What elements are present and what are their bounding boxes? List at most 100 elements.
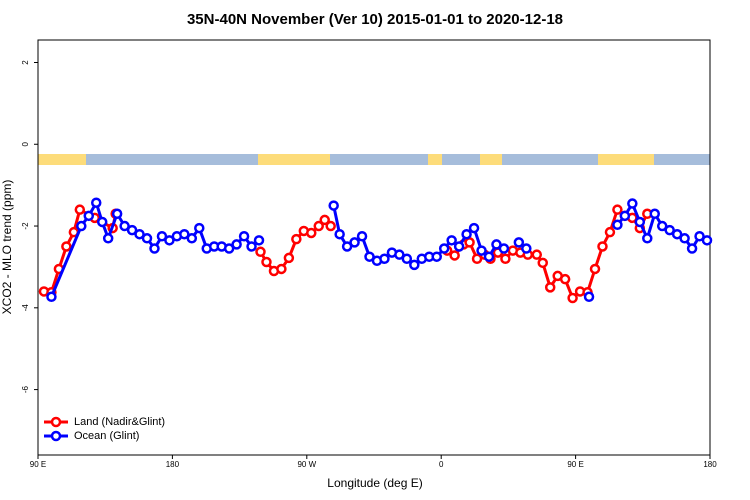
point <box>253 235 265 246</box>
point <box>156 231 168 242</box>
point <box>179 228 190 240</box>
point <box>186 233 198 244</box>
y-tick-label: -4 <box>21 304 30 312</box>
point <box>438 243 450 254</box>
y-tick-label: -6 <box>21 385 30 393</box>
point <box>149 243 160 254</box>
point <box>483 251 495 262</box>
legend-label: Ocean (Glint) <box>74 430 139 442</box>
point <box>409 259 420 271</box>
point <box>325 220 336 232</box>
point <box>349 237 360 248</box>
legend-marker <box>50 430 62 442</box>
point <box>334 228 345 240</box>
point <box>276 263 287 275</box>
x-tick-label: 90 E <box>567 460 583 469</box>
point <box>90 197 102 208</box>
point <box>401 253 413 264</box>
x-tick-label: 90 W <box>297 460 316 469</box>
point <box>102 233 114 244</box>
point <box>453 241 465 252</box>
point <box>471 253 483 264</box>
point <box>642 233 653 244</box>
land-band <box>598 154 654 165</box>
point <box>126 224 138 236</box>
y-tick-label: 0 <box>21 141 30 146</box>
point <box>500 253 511 264</box>
point <box>379 253 390 264</box>
point <box>111 208 123 220</box>
point <box>498 243 510 254</box>
chart-title: 35N-40N November (Ver 10) 2015-01-01 to … <box>187 11 563 28</box>
point <box>246 241 257 252</box>
point <box>261 256 272 268</box>
point <box>394 249 405 260</box>
land-band <box>258 154 330 165</box>
point <box>449 250 460 261</box>
point <box>612 204 623 215</box>
point <box>476 245 487 256</box>
point <box>589 263 601 275</box>
point <box>544 282 556 293</box>
point <box>664 224 675 236</box>
point <box>61 241 72 252</box>
point <box>306 227 317 239</box>
point <box>76 220 87 232</box>
point <box>604 226 616 238</box>
point <box>612 219 623 231</box>
ocean-band <box>38 154 710 165</box>
point <box>356 231 368 242</box>
point <box>96 216 108 228</box>
point <box>513 237 525 248</box>
point <box>46 291 57 303</box>
point <box>559 273 571 285</box>
point <box>291 233 302 245</box>
y-axis-title: XCO2 - MLO trend (ppm) <box>0 180 14 315</box>
point <box>446 235 457 246</box>
point <box>328 200 339 211</box>
point <box>649 208 660 220</box>
point <box>313 220 324 232</box>
x-tick-label: 180 <box>703 460 717 469</box>
point <box>431 251 442 262</box>
point <box>619 210 631 222</box>
x-tick-label: 90 E <box>30 460 46 469</box>
point <box>231 239 242 250</box>
point <box>491 239 502 250</box>
point <box>141 233 153 244</box>
point <box>531 249 543 260</box>
land-mask-strip <box>38 154 710 165</box>
land-band <box>428 154 442 165</box>
point <box>679 233 690 244</box>
point <box>671 228 683 240</box>
point <box>537 257 548 269</box>
x-axis-title: Longitude (deg E) <box>327 476 422 490</box>
y-tick-label: -2 <box>21 222 30 230</box>
point <box>701 235 713 246</box>
point <box>223 243 235 254</box>
point <box>464 237 475 248</box>
land-band <box>480 154 502 165</box>
y-tick-label: 2 <box>21 60 30 65</box>
point <box>134 228 145 240</box>
point <box>686 243 698 254</box>
point <box>364 251 375 262</box>
point <box>567 292 578 304</box>
point <box>583 291 595 303</box>
point <box>164 235 175 246</box>
x-tick-label: 0 <box>439 460 444 469</box>
point <box>521 243 532 254</box>
point <box>341 241 353 252</box>
point <box>74 204 86 215</box>
legend-marker <box>50 416 62 428</box>
point <box>597 241 608 252</box>
point <box>468 222 480 234</box>
point <box>694 231 705 242</box>
point <box>238 231 250 242</box>
point <box>83 210 95 222</box>
plot-frame <box>37 39 711 456</box>
point <box>461 228 472 240</box>
point <box>656 220 668 232</box>
